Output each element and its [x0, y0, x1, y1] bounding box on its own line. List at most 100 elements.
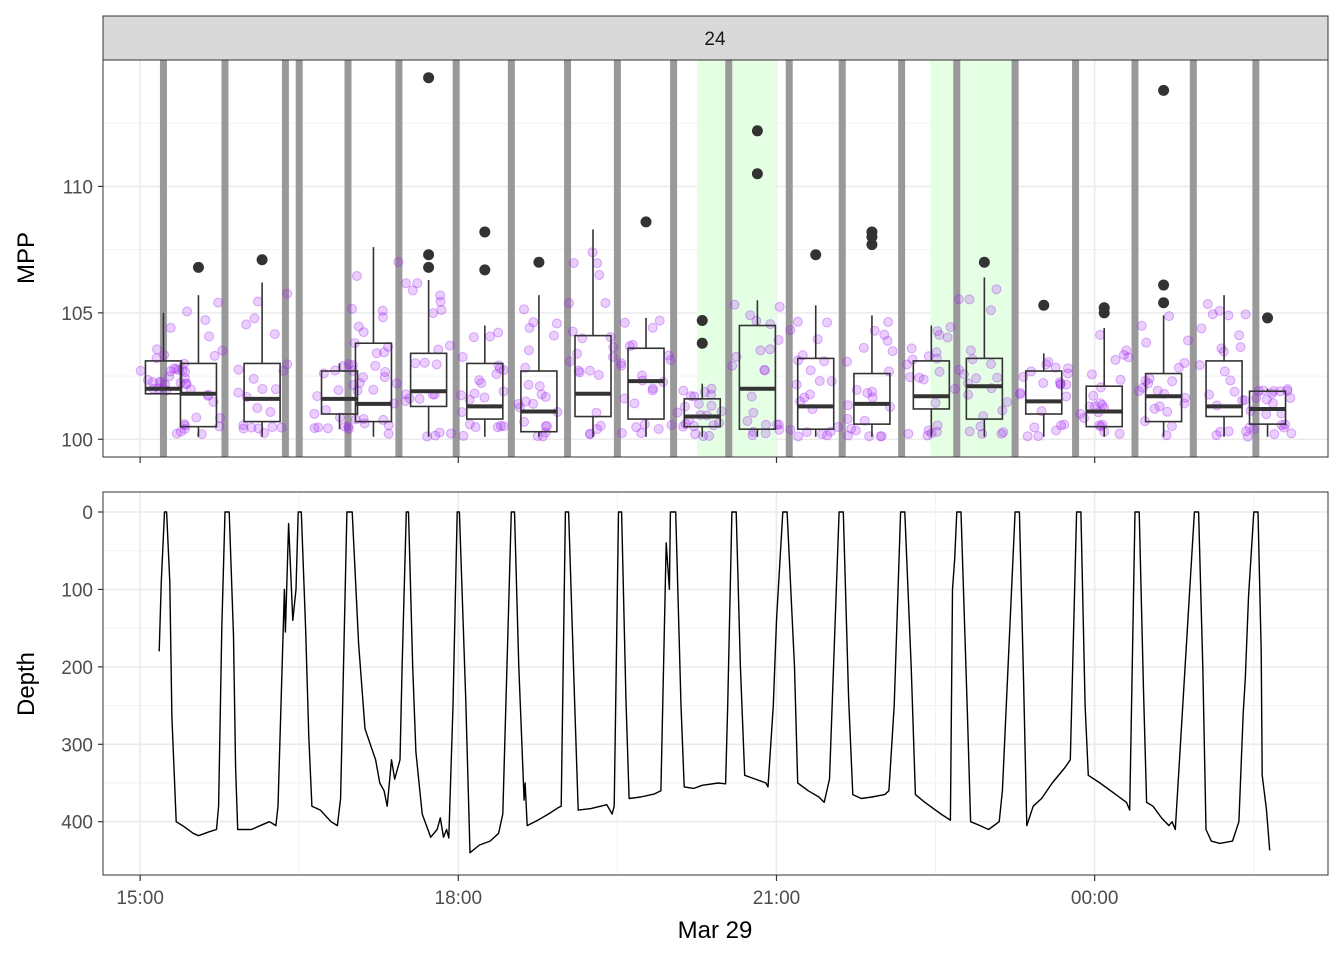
mpp-axis-title: MPP — [13, 232, 40, 284]
depth-gridlines — [103, 492, 1328, 875]
depth-y-tick-label: 400 — [61, 813, 93, 834]
mpp-observation-point — [156, 377, 167, 388]
mpp-observation-point — [967, 354, 978, 365]
mpp-observation-point — [410, 358, 421, 369]
mpp-observation-point — [309, 408, 320, 419]
mpp-observation-point — [953, 294, 964, 305]
mpp-observation-point — [706, 400, 717, 411]
mpp-observation-point — [708, 420, 719, 431]
mpp-observation-point — [617, 428, 628, 439]
mpp-observation-point — [760, 428, 771, 439]
mpp-observation-point — [1061, 391, 1072, 402]
mpp-observation-point — [797, 350, 808, 361]
dive-marker — [344, 60, 352, 457]
mpp-observation-point — [747, 430, 758, 441]
mpp-observation-point — [666, 420, 677, 431]
mpp-observation-point — [965, 345, 976, 356]
box-outlier — [256, 254, 268, 266]
dive-marker — [221, 60, 229, 457]
mpp-observation-point — [368, 384, 379, 395]
box-outlier — [866, 239, 878, 251]
dive-marker — [1072, 60, 1080, 457]
mpp-observation-point — [1154, 401, 1165, 412]
mpp-observation-point — [276, 422, 287, 433]
mpp-observation-point — [814, 376, 825, 387]
mpp-observation-point — [458, 430, 469, 441]
mpp-observation-point — [1088, 390, 1099, 401]
mpp-observation-point — [619, 317, 630, 328]
mpp-observation-point — [252, 402, 263, 413]
box-iqr — [1085, 385, 1124, 428]
mpp-observation-point — [498, 421, 509, 432]
box-iqr — [912, 360, 951, 410]
mpp-observation-point — [313, 422, 324, 433]
mpp-observation-point — [859, 415, 870, 426]
mpp-observation-point — [267, 422, 278, 433]
mpp-observation-point — [519, 304, 530, 315]
mpp-observation-point — [1123, 352, 1134, 363]
mpp-observation-point — [592, 258, 603, 269]
mpp-observation-point — [540, 427, 551, 438]
mpp-observation-point — [964, 294, 975, 305]
mpp-observation-point — [1110, 354, 1121, 365]
mpp-observation-point — [419, 357, 430, 368]
mpp-panel-border — [102, 59, 1329, 458]
mpp-observation-point — [773, 334, 784, 345]
dive-marker — [1189, 60, 1197, 457]
mpp-observation-point — [867, 386, 878, 397]
mpp-observation-point — [1240, 309, 1251, 320]
mpp-observation-point — [1029, 422, 1040, 433]
mpp-observation-point — [903, 428, 914, 439]
mpp-observation-point — [1115, 374, 1126, 385]
mpp-observation-point — [876, 431, 887, 442]
mpp-observation-point — [407, 285, 418, 296]
mpp-observation-point — [1278, 422, 1289, 433]
mpp-observation-point — [377, 312, 388, 323]
mpp-observation-point — [528, 317, 539, 328]
night-shading — [696, 60, 1016, 457]
mpp-observation-point — [491, 369, 502, 380]
mpp-observation-point — [571, 348, 582, 359]
mpp-observation-point — [431, 359, 442, 370]
mpp-observation-point — [269, 329, 280, 340]
mpp-observation-point — [248, 373, 259, 384]
box-outlier — [1098, 307, 1110, 319]
mpp-observation-point — [1196, 323, 1207, 334]
dive-marker — [295, 60, 303, 457]
mpp-observation-point — [519, 416, 530, 427]
mpp-observation-point — [1133, 386, 1144, 397]
mpp-observation-point — [343, 421, 354, 432]
mpp-observation-point — [391, 378, 402, 389]
dive-marker — [452, 60, 460, 457]
mpp-observation-point — [265, 406, 276, 417]
mpp-observation-point — [1162, 406, 1173, 417]
mpp-observation-point — [470, 422, 481, 433]
dive-marker — [1011, 60, 1019, 457]
box-iqr — [243, 362, 281, 423]
box-iqr — [1205, 360, 1243, 418]
mpp-observation-point — [785, 424, 796, 435]
mpp-observation-point — [1166, 421, 1177, 432]
dive-marker — [395, 60, 403, 457]
mpp-observation-point — [883, 316, 894, 327]
mpp-observation-point — [1141, 337, 1152, 348]
mpp-observation-point — [672, 407, 683, 418]
mpp-observation-point — [934, 329, 945, 340]
mpp-observation-point — [716, 406, 727, 417]
mpp-observation-point — [568, 257, 579, 268]
mpp-observation-point — [624, 341, 635, 352]
mpp-observation-point — [523, 345, 534, 356]
mpp-observation-point — [875, 431, 886, 442]
box-outlier — [1158, 84, 1170, 96]
mpp-observation-point — [706, 383, 717, 394]
mpp-observation-point — [791, 379, 802, 390]
dive-marker — [1252, 60, 1260, 457]
mpp-observation-point — [879, 329, 890, 340]
box-outlier — [696, 314, 708, 326]
mpp-observation-point — [548, 330, 559, 341]
mpp-observation-point — [887, 346, 898, 357]
mpp-observation-point — [540, 391, 551, 402]
mpp-observation-point — [1095, 382, 1106, 393]
mpp-observation-point — [772, 419, 783, 430]
